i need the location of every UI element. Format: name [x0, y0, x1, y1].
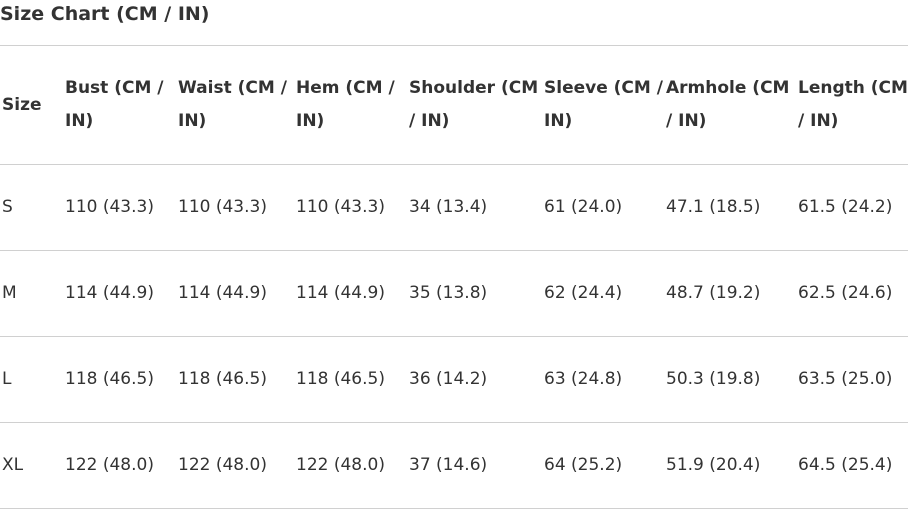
cell: L: [0, 336, 62, 423]
cell: 37 (14.6): [406, 422, 541, 509]
cell: 64.5 (25.4): [795, 422, 908, 509]
cell: 122 (48.0): [175, 422, 293, 509]
header-cell: Armhole (CM / IN): [663, 45, 795, 165]
cell: 50.3 (19.8): [663, 336, 795, 423]
cell: 61.5 (24.2): [795, 164, 908, 251]
cell: 47.1 (18.5): [663, 164, 795, 251]
cell: 110 (43.3): [175, 164, 293, 251]
cell: 118 (46.5): [175, 336, 293, 423]
cell: 48.7 (19.2): [663, 250, 795, 337]
cell: 122 (48.0): [62, 422, 175, 509]
cell: 110 (43.3): [293, 164, 406, 251]
header-cell: Bust (CM / IN): [62, 45, 175, 165]
header-cell: Sleeve (CM / IN): [541, 45, 663, 165]
cell: 51.9 (20.4): [663, 422, 795, 509]
cell: 114 (44.9): [62, 250, 175, 337]
header-cell: Length (CM / IN): [795, 45, 908, 165]
cell: M: [0, 250, 62, 337]
row: M 114 (44.9) 114 (44.9) 114 (44.9) 35 (13.8)…: [0, 250, 908, 337]
cell: 34 (13.4): [406, 164, 541, 251]
cell: 110 (43.3): [62, 164, 175, 251]
cell: XL: [0, 422, 62, 509]
cell: 62 (24.4): [541, 250, 663, 337]
cell: S: [0, 164, 62, 251]
cell: 61 (24.0): [541, 164, 663, 251]
cell: 118 (46.5): [62, 336, 175, 423]
header-row: Size Bust (CM / IN) Waist (CM / IN) Hem (CM…: [0, 45, 908, 165]
cell: 64 (25.2): [541, 422, 663, 509]
cell: 63 (24.8): [541, 336, 663, 423]
cell: 36 (14.2): [406, 336, 541, 423]
row: L 118 (46.5) 118 (46.5) 118 (46.5) 36 (14.2)…: [0, 336, 908, 423]
cell: 63.5 (25.0): [795, 336, 908, 423]
size-table: Size Bust (CM / IN) Waist (CM / IN) Hem (CM…: [0, 45, 908, 509]
header-cell: Shoulder (CM / IN): [406, 45, 541, 165]
header-cell: Size: [0, 45, 62, 165]
header-cell: Waist (CM / IN): [175, 45, 293, 165]
cell: 122 (48.0): [293, 422, 406, 509]
row: XL 122 (48.0) 122 (48.0) 122 (48.0) 37 (14.6…: [0, 422, 908, 509]
cell: 118 (46.5): [293, 336, 406, 423]
row: S 110 (43.3) 110 (43.3) 110 (43.3) 34 (13.4)…: [0, 164, 908, 251]
title: Size Chart (CM / IN): [0, 3, 210, 25]
cell: 114 (44.9): [293, 250, 406, 337]
cell: 62.5 (24.6): [795, 250, 908, 337]
cell: 114 (44.9): [175, 250, 293, 337]
cell: 35 (13.8): [406, 250, 541, 337]
header-cell: Hem (CM / IN): [293, 45, 406, 165]
